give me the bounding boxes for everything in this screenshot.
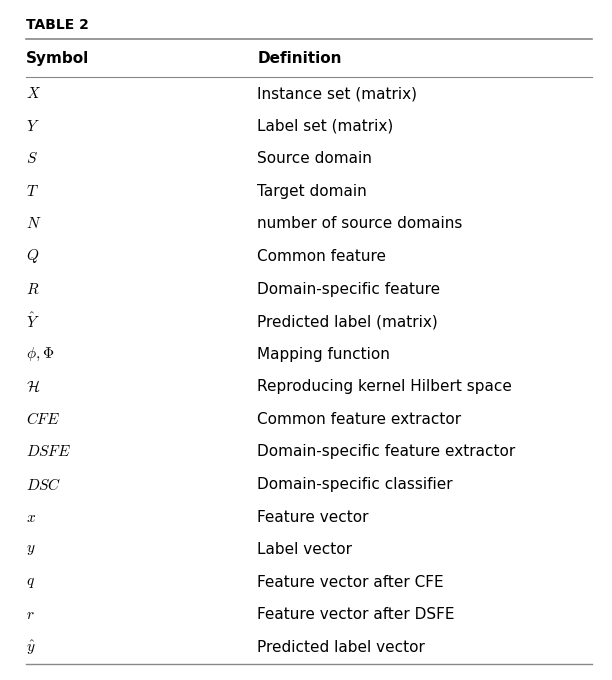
Text: Domain-specific feature extractor: Domain-specific feature extractor [257, 445, 515, 460]
Text: Predicted label (matrix): Predicted label (matrix) [257, 314, 438, 329]
Text: $\phi, \Phi$: $\phi, \Phi$ [26, 345, 54, 362]
Text: $Y$: $Y$ [26, 118, 39, 133]
Text: $\hat{y}$: $\hat{y}$ [26, 639, 35, 657]
Text: $\mathit{DSC}$: $\mathit{DSC}$ [26, 477, 61, 492]
Text: Domain-specific classifier: Domain-specific classifier [257, 477, 453, 492]
Text: $\mathcal{H}$: $\mathcal{H}$ [26, 379, 40, 395]
Text: Feature vector: Feature vector [257, 509, 369, 524]
Text: Mapping function: Mapping function [257, 347, 390, 362]
Text: Source domain: Source domain [257, 151, 372, 166]
Text: Label set (matrix): Label set (matrix) [257, 118, 394, 133]
Text: $R$: $R$ [26, 282, 39, 296]
Text: $N$: $N$ [26, 216, 41, 231]
Text: Symbol: Symbol [26, 52, 89, 67]
Text: $X$: $X$ [26, 86, 41, 101]
Text: Feature vector after CFE: Feature vector after CFE [257, 575, 444, 590]
Text: $Q$: $Q$ [26, 248, 39, 265]
Text: Common feature extractor: Common feature extractor [257, 412, 461, 427]
Text: $S$: $S$ [26, 151, 37, 166]
Text: $y$: $y$ [26, 542, 35, 557]
Text: Definition: Definition [257, 52, 341, 67]
Text: $\mathit{CFE}$: $\mathit{CFE}$ [26, 411, 60, 427]
Text: Domain-specific feature: Domain-specific feature [257, 282, 441, 296]
Text: $T$: $T$ [26, 184, 39, 199]
Text: Target domain: Target domain [257, 184, 367, 199]
Text: $r$: $r$ [26, 607, 34, 622]
Text: $\mathit{DSFE}$: $\mathit{DSFE}$ [26, 445, 71, 460]
Text: Common feature: Common feature [257, 249, 386, 264]
Text: $x$: $x$ [26, 509, 36, 524]
Text: $\hat{Y}$: $\hat{Y}$ [26, 312, 39, 331]
Text: Instance set (matrix): Instance set (matrix) [257, 86, 417, 101]
Text: $q$: $q$ [26, 575, 35, 590]
Text: TABLE 2: TABLE 2 [26, 18, 89, 33]
Text: Reproducing kernel Hilbert space: Reproducing kernel Hilbert space [257, 379, 512, 394]
Text: number of source domains: number of source domains [257, 216, 463, 231]
Text: Predicted label vector: Predicted label vector [257, 640, 425, 655]
Text: Feature vector after DSFE: Feature vector after DSFE [257, 607, 455, 622]
Text: Label vector: Label vector [257, 542, 353, 557]
